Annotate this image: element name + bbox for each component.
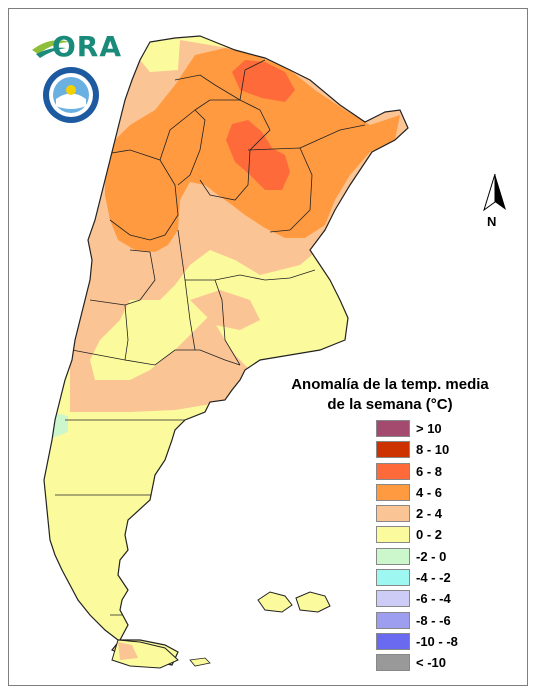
anomaly-zone-6-8-north — [232, 60, 295, 102]
legend-label: -8 - -6 — [416, 612, 451, 628]
anomaly-zone-2-4-central — [190, 290, 260, 330]
anomaly-zone-6-8-center — [226, 120, 290, 190]
legend-swatch — [376, 526, 410, 544]
ora-logo: ORA — [30, 28, 121, 63]
malvinas-islands — [257, 591, 331, 613]
tierra-del-fuego-anomaly — [118, 642, 138, 660]
legend-label: -6 - -4 — [416, 591, 451, 607]
legend-swatch — [376, 483, 410, 501]
smn-seal — [42, 66, 100, 124]
legend-swatch — [376, 547, 410, 565]
legend-label: -4 - -2 — [416, 570, 451, 586]
legend-title-line1: Anomalía de la temp. media — [291, 376, 489, 393]
legend-swatch — [376, 420, 410, 437]
legend-swatch — [376, 590, 410, 608]
legend-title-line2: de la semana (°C) — [327, 396, 453, 413]
legend-title: Anomalía de la temp. media de la semana … — [290, 375, 490, 415]
legend-swatch — [376, 505, 410, 523]
legend-label: > 10 — [416, 421, 442, 436]
isla-de-los-estados — [189, 657, 211, 667]
legend-label: 4 - 6 — [416, 484, 443, 500]
legend-label: 6 - 8 — [416, 463, 443, 479]
legend-label: 8 - 10 — [416, 442, 450, 458]
legend-label: 0 - 2 — [416, 527, 443, 543]
legend-swatch — [376, 569, 410, 587]
ora-logo-text: ORA — [52, 30, 123, 63]
north-label: N — [487, 214, 497, 229]
ora-swoosh-icon — [32, 40, 70, 58]
legend-swatch — [376, 654, 410, 672]
legend-swatch — [376, 611, 410, 629]
north-arrow-icon — [483, 173, 506, 212]
legend-swatch — [376, 441, 410, 459]
legend-swatch — [376, 462, 410, 480]
anomaly-zone-0-2-north — [140, 40, 180, 72]
legend-label: -10 - -8 — [416, 633, 458, 649]
legend-label: 2 - 4 — [416, 506, 443, 522]
legend-label: < -10 — [416, 655, 446, 671]
legend-label: -2 - 0 — [416, 548, 447, 564]
smn-seal-icon — [43, 67, 99, 123]
north-arrow — [478, 172, 512, 232]
legend-swatch — [376, 632, 410, 650]
